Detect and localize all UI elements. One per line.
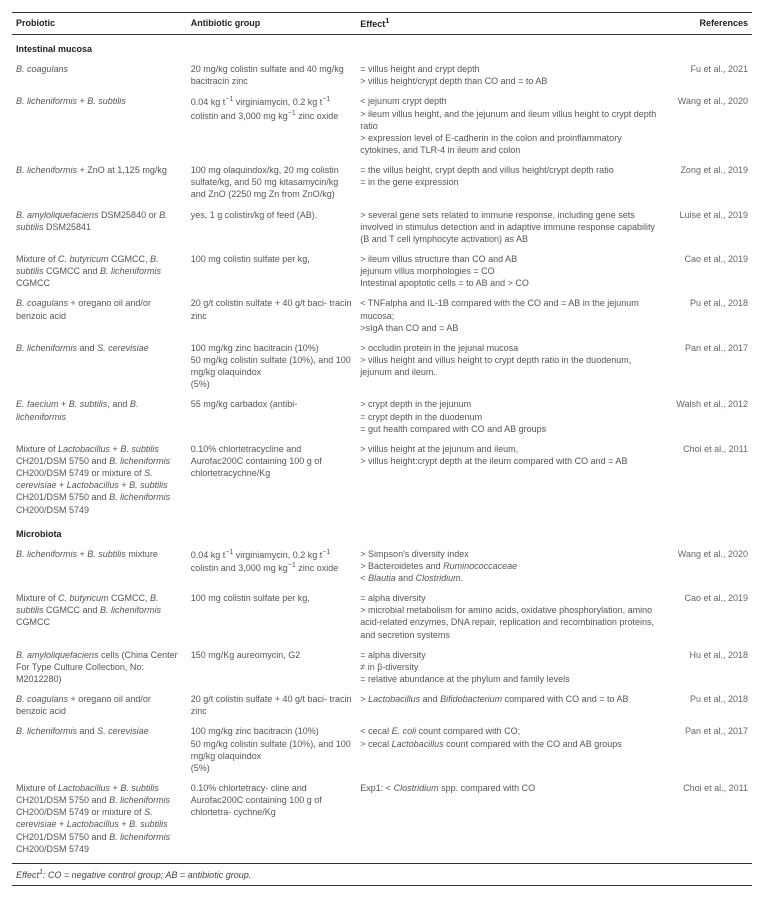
footnote: Effect1: CO = negative control group; AB…	[12, 863, 752, 886]
table-row: E. faecium + B. subtilis, and B. licheni…	[12, 394, 752, 438]
table-row: Mixture of Lactobacillus + B. subtilis C…	[12, 778, 752, 859]
table-row: Mixture of Lactobacillus + B. subtilis C…	[12, 439, 752, 520]
cell-effect: < jejunum crypt depth> ileum villus heig…	[356, 91, 664, 160]
cell-effect: > occludin protein in the jejunal mucosa…	[356, 338, 664, 395]
cell-reference: Cao et al., 2019	[665, 588, 752, 645]
cell-probiotic: B. licheniformis and S. cerevisiae	[12, 721, 187, 778]
cell-effect: = alpha diversity> microbial metabolism …	[356, 588, 664, 645]
cell-antibiotic: 0.10% chlortetracycline and Aurofac200C …	[187, 439, 357, 520]
cell-probiotic: B. licheniformis + B. subtilis mixture	[12, 544, 187, 588]
data-table: Probiotic Antibiotic group Effect1 Refer…	[12, 12, 752, 859]
header-row: Probiotic Antibiotic group Effect1 Refer…	[12, 13, 752, 35]
cell-effect: > Lactobacillus and Bifidobacterium comp…	[356, 689, 664, 721]
cell-effect: < TNFalpha and IL-1B compared with the C…	[356, 293, 664, 337]
cell-reference: Choi et al., 2011	[665, 778, 752, 859]
cell-reference: Cao et al., 2019	[665, 249, 752, 293]
cell-effect: > ileum villus structure than CO and ABj…	[356, 249, 664, 293]
cell-reference: Pan et al., 2017	[665, 721, 752, 778]
cell-probiotic: Mixture of C. butyricum CGMCC, B. subtil…	[12, 249, 187, 293]
section-header: Intestinal mucosa	[12, 35, 752, 60]
col-probiotic: Probiotic	[12, 13, 187, 35]
cell-effect: > several gene sets related to immune re…	[356, 205, 664, 249]
col-effect: Effect1	[356, 13, 664, 35]
cell-antibiotic: yes, 1 g colistin/kg of feed (AB).	[187, 205, 357, 249]
cell-probiotic: B. coagulans	[12, 59, 187, 91]
cell-antibiotic: 150 mg/Kg aureomycin, G2	[187, 645, 357, 689]
cell-effect: = villus height and crypt depth> villus …	[356, 59, 664, 91]
cell-reference: Pu et al., 2018	[665, 689, 752, 721]
table-row: B. licheniformis and S. cerevisiae100 mg…	[12, 338, 752, 395]
cell-probiotic: B. licheniformis + ZnO at 1,125 mg/kg	[12, 160, 187, 204]
cell-reference: Wang et al., 2020	[665, 544, 752, 588]
cell-antibiotic: 100 mg/kg zinc bacitracin (10%)50 mg/kg …	[187, 721, 357, 778]
cell-reference: Zong et al., 2019	[665, 160, 752, 204]
cell-probiotic: Mixture of Lactobacillus + B. subtilis C…	[12, 778, 187, 859]
cell-antibiotic: 0.04 kg t−1 virginiamycin, 0.2 kg t−1 co…	[187, 544, 357, 588]
cell-antibiotic: 100 mg colistin sulfate per kg,	[187, 249, 357, 293]
cell-probiotic: Mixture of Lactobacillus + B. subtilis C…	[12, 439, 187, 520]
cell-probiotic: B. coagulans + oregano oil and/or benzoi…	[12, 689, 187, 721]
cell-antibiotic: 20 g/t colistin sulfate + 40 g/t baci- t…	[187, 293, 357, 337]
cell-effect: Exp1: < Clostridium spp. compared with C…	[356, 778, 664, 859]
table-row: B. licheniformis + B. subtilis mixture0.…	[12, 544, 752, 588]
table-row: B. amyloliquefaciens cells (China Center…	[12, 645, 752, 689]
cell-effect: > crypt depth in the jejunum= crypt dept…	[356, 394, 664, 438]
cell-antibiotic: 20 g/t colistin sulfate + 40 g/t baci- t…	[187, 689, 357, 721]
table-row: B. amyloliquefaciens DSM25840 or B. subt…	[12, 205, 752, 249]
cell-probiotic: Mixture of C. butyricum CGMCC, B. subtil…	[12, 588, 187, 645]
table-row: B. licheniformis and S. cerevisiae100 mg…	[12, 721, 752, 778]
cell-effect: = alpha diversity≠ in β-diversity= relat…	[356, 645, 664, 689]
cell-probiotic: E. faecium + B. subtilis, and B. licheni…	[12, 394, 187, 438]
cell-probiotic: B. amyloliquefaciens cells (China Center…	[12, 645, 187, 689]
cell-antibiotic: 55 mg/kg carbadox (antibi-	[187, 394, 357, 438]
cell-reference: Luise et al., 2019	[665, 205, 752, 249]
cell-probiotic: B. licheniformis + B. subtilis	[12, 91, 187, 160]
cell-reference: Hu et al., 2018	[665, 645, 752, 689]
table-row: Mixture of C. butyricum CGMCC, B. subtil…	[12, 588, 752, 645]
cell-probiotic: B. amyloliquefaciens DSM25840 or B. subt…	[12, 205, 187, 249]
table-row: B. licheniformis + ZnO at 1,125 mg/kg100…	[12, 160, 752, 204]
col-antibiotic: Antibiotic group	[187, 13, 357, 35]
cell-reference: Pan et al., 2017	[665, 338, 752, 395]
cell-antibiotic: 100 mg olaquindox/kg, 20 mg colistin sul…	[187, 160, 357, 204]
cell-antibiotic: 100 mg colistin sulfate per kg,	[187, 588, 357, 645]
cell-reference: Fu et al., 2021	[665, 59, 752, 91]
cell-antibiotic: 0.04 kg t−1 virginiamycin, 0.2 kg t−1 co…	[187, 91, 357, 160]
table-row: B. coagulans + oregano oil and/or benzoi…	[12, 293, 752, 337]
table-row: B. coagulans + oregano oil and/or benzoi…	[12, 689, 752, 721]
cell-effect: = the villus height, crypt depth and vil…	[356, 160, 664, 204]
cell-reference: Choi et al., 2011	[665, 439, 752, 520]
col-references: References	[665, 13, 752, 35]
table-row: B. coagulans20 mg/kg colistin sulfate an…	[12, 59, 752, 91]
section-header: Microbiota	[12, 520, 752, 544]
cell-effect: > Simpson's diversity index> Bacteroidet…	[356, 544, 664, 588]
cell-effect: > villus height at the jejunum and ileum…	[356, 439, 664, 520]
cell-probiotic: B. licheniformis and S. cerevisiae	[12, 338, 187, 395]
cell-reference: Pu et al., 2018	[665, 293, 752, 337]
table-row: Mixture of C. butyricum CGMCC, B. subtil…	[12, 249, 752, 293]
cell-effect: < cecal E. coli count compared with CO;>…	[356, 721, 664, 778]
cell-antibiotic: 0.10% chlortetracy- cline and Aurofac200…	[187, 778, 357, 859]
cell-probiotic: B. coagulans + oregano oil and/or benzoi…	[12, 293, 187, 337]
cell-reference: Wang et al., 2020	[665, 91, 752, 160]
table-row: B. licheniformis + B. subtilis0.04 kg t−…	[12, 91, 752, 160]
cell-reference: Walsh et al., 2012	[665, 394, 752, 438]
cell-antibiotic: 100 mg/kg zinc bacitracin (10%)50 mg/kg …	[187, 338, 357, 395]
cell-antibiotic: 20 mg/kg colistin sulfate and 40 mg/kg b…	[187, 59, 357, 91]
